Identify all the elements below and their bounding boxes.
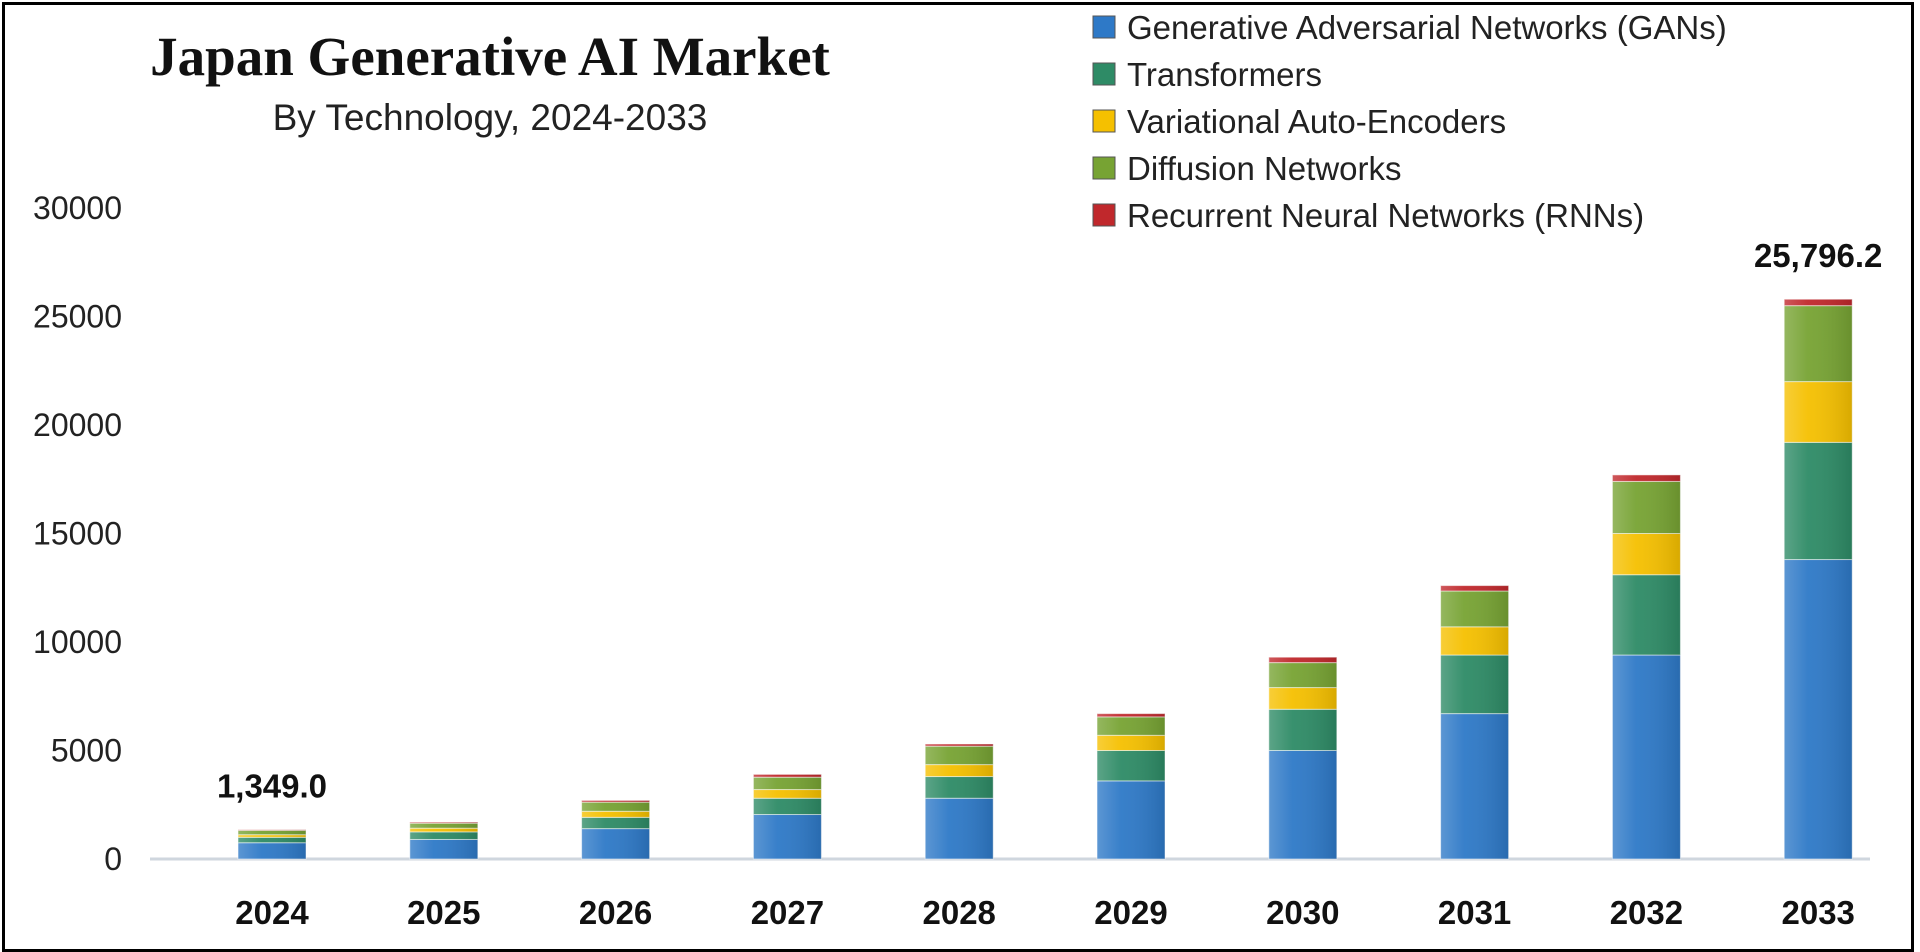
x-tick-label: 2032 (1610, 894, 1683, 931)
y-tick-label: 10000 (33, 624, 122, 660)
y-tick-label: 30000 (33, 190, 122, 226)
y-tick-label: 0 (104, 841, 122, 877)
y-tick-label: 25000 (33, 299, 122, 335)
bar-segment-shine (1612, 533, 1681, 575)
bar-segment-shine (1440, 591, 1509, 627)
bars (237, 298, 1853, 860)
legend-swatch (1092, 156, 1116, 180)
bar-segment-shine (1268, 687, 1337, 710)
bar-segment-shine (1440, 626, 1509, 656)
y-tick-label: 15000 (33, 516, 122, 552)
bar-segment-shine (1784, 381, 1853, 443)
bar-segment-shine (409, 831, 478, 840)
y-axis: 0 5000 10000 15000 20000 25000 30000 (33, 190, 122, 877)
bar-segment-shine (1612, 481, 1681, 534)
bar-segment-shine (925, 743, 994, 747)
bar-segment-shine (409, 828, 478, 832)
x-tick-label: 2025 (407, 894, 480, 931)
x-tick-label: 2028 (922, 894, 995, 931)
bar-segment-shine (753, 814, 822, 859)
data-labels: 1,349.0 25,796.2 (217, 237, 1882, 805)
bar-segment-shine (581, 817, 650, 829)
data-label: 25,796.2 (1754, 237, 1882, 274)
bar-segment-shine (1440, 713, 1509, 859)
bar-segment-shine (1268, 662, 1337, 688)
bar-segment-shine (238, 829, 306, 831)
x-tick-label: 2033 (1781, 894, 1854, 931)
bar-segment-shine (238, 830, 306, 835)
bar-segment-shine (753, 777, 822, 790)
y-tick-label: 20000 (33, 407, 122, 443)
bar-segment-shine (1268, 750, 1337, 859)
bar-segment-shine (581, 802, 650, 812)
bar-segment-shine (1268, 709, 1337, 751)
bar-segment-shine (409, 823, 478, 829)
x-tick-label: 2029 (1094, 894, 1167, 931)
legend-swatch (1092, 62, 1116, 86)
legend-label: Variational Auto-Encoders (1127, 103, 1506, 140)
bar-segment-shine (925, 746, 994, 765)
bar-segment-shine (925, 764, 994, 777)
bar-segment-shine (1784, 305, 1853, 382)
x-tick-label: 2027 (751, 894, 824, 931)
legend-swatch (1092, 203, 1116, 227)
x-tick-label: 2031 (1438, 894, 1511, 931)
bar-segment-shine (238, 834, 306, 838)
bar-segment-shine (925, 798, 994, 859)
bar-segment-shine (1097, 713, 1165, 717)
legend-swatch (1092, 109, 1116, 133)
x-axis: 2024 2025 2026 2027 2028 2029 2030 2031 2032 2033 (235, 894, 1855, 931)
bar-segment-shine (753, 798, 822, 815)
bar-segment-shine (1097, 750, 1165, 781)
legend: Generative Adversarial Networks (GANs) Tr… (1092, 9, 1727, 234)
legend-label: Transformers (1127, 56, 1322, 93)
bar-segment-shine (1784, 299, 1853, 306)
bar-segment-shine (1097, 780, 1165, 859)
bar-segment-shine (1784, 559, 1853, 859)
bar-segment-shine (238, 842, 306, 859)
chart-title: Japan Generative AI Market (150, 26, 830, 87)
x-tick-label: 2026 (579, 894, 652, 931)
bar-segment-shine (1097, 716, 1165, 736)
legend-label: Generative Adversarial Networks (GANs) (1127, 9, 1727, 46)
bar-segment-shine (925, 776, 994, 799)
y-tick-label: 5000 (51, 733, 122, 769)
bar-segment-shine (1440, 585, 1509, 592)
legend-label: Recurrent Neural Networks (RNNs) (1127, 197, 1644, 234)
bar-segment-shine (753, 789, 822, 799)
bar-segment-shine (1268, 657, 1337, 663)
bar-segment-shine (581, 828, 650, 859)
bar-segment-shine (1612, 574, 1681, 656)
bar-segment-shine (1097, 735, 1165, 751)
legend-swatch (1092, 15, 1116, 39)
bar-segment-shine (1784, 442, 1853, 560)
data-label: 1,349.0 (217, 768, 327, 805)
bar-segment-shine (1440, 655, 1509, 714)
bar-segment-shine (1612, 655, 1681, 859)
legend-label: Diffusion Networks (1127, 150, 1402, 187)
bar-segment-shine (409, 839, 478, 859)
bar-segment-shine (1612, 474, 1681, 482)
x-tick-label: 2024 (235, 894, 309, 931)
bar-segment-shine (753, 774, 822, 778)
bar-segment-shine (581, 811, 650, 818)
bar-segment-shine (238, 837, 306, 843)
bar-segment-shine (581, 800, 650, 803)
bar-segment-shine (409, 822, 478, 824)
chart-subtitle: By Technology, 2024-2033 (273, 97, 708, 138)
x-tick-label: 2030 (1266, 894, 1339, 931)
